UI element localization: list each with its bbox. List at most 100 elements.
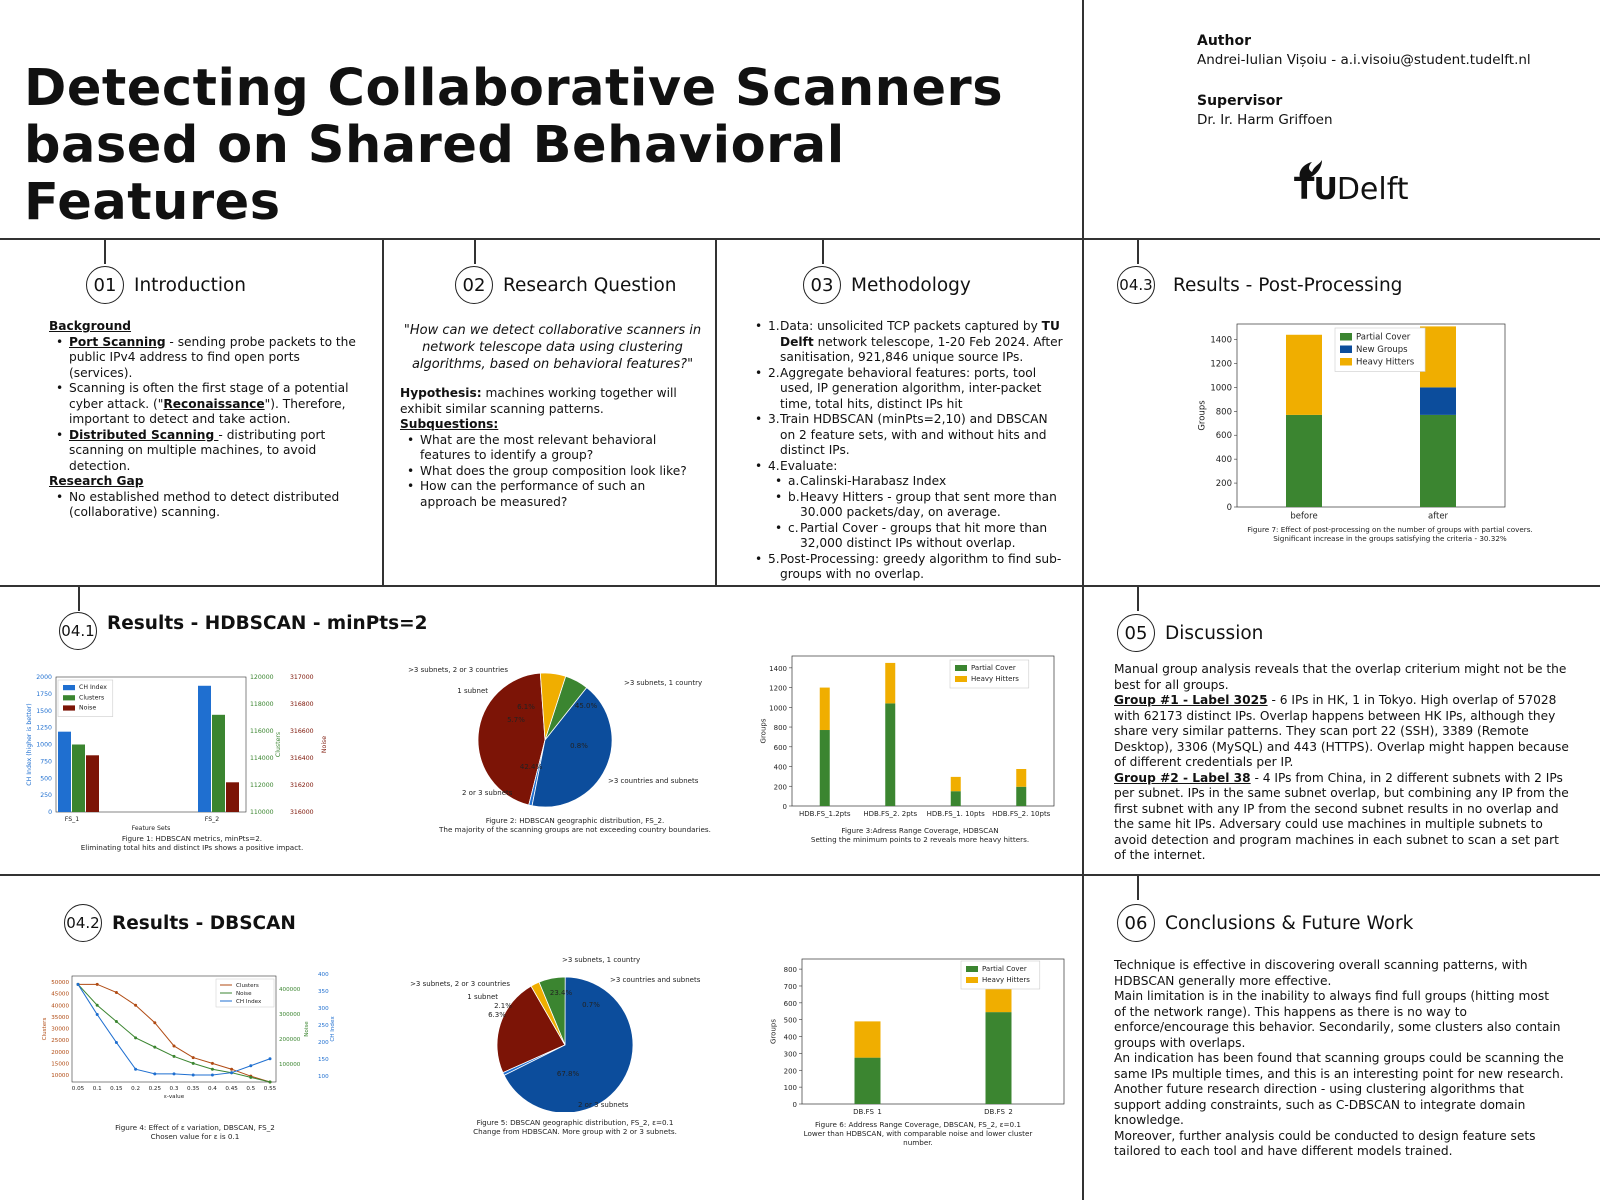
plot-frame — [1236, 323, 1506, 508]
data-point — [114, 1020, 118, 1024]
y-tick-label: 35000 — [51, 1015, 69, 1021]
text: - 6 IPs in HK, 1 in Tokyo. High overlap … — [1114, 693, 1569, 769]
title-line-2: based on Shared Behavioral Features — [24, 116, 845, 232]
y-tick-label: 1750 — [36, 691, 52, 698]
y-axis-label: CH Index — [330, 1016, 336, 1042]
pie-slice — [539, 672, 567, 741]
bar-segment — [854, 1021, 881, 1058]
header-divider — [1082, 0, 1084, 1200]
pie-slice — [477, 672, 546, 806]
y-tick-label: 316600 — [290, 728, 314, 735]
x-axis-label: ε-value — [164, 1094, 185, 1100]
figure-7-caption: Figure 7: Effect of post-processing on t… — [1225, 525, 1555, 543]
discussion-paragraph: Manual group analysis reveals that the o… — [1114, 662, 1567, 692]
y-tick-label: 200 — [1216, 479, 1232, 489]
list-item: 5.Post-Processing: greedy algorithm to f… — [755, 552, 1063, 583]
y-tick-label: 700 — [784, 983, 797, 991]
section-methodology-header: 03 Methodology — [803, 266, 971, 304]
legend-swatch — [1340, 358, 1352, 366]
bar-segment — [1016, 786, 1027, 806]
y-tick-label: 50000 — [51, 980, 69, 986]
legend-label: Clusters — [236, 983, 259, 989]
data-point — [268, 1080, 272, 1084]
list-item: Scanning is often the first stage of a p… — [56, 381, 367, 428]
section-tick — [474, 238, 476, 264]
bar-segment — [854, 1057, 881, 1104]
text: - distributing port scanning on multiple… — [69, 427, 326, 473]
list-item: 4.Evaluate: a.Calinski-Harabasz Index b.… — [755, 458, 1063, 552]
y-tick-label: 1000 — [36, 742, 52, 749]
y-tick-label: 400 — [784, 1034, 797, 1042]
pie-percent-label: 6.1% — [517, 703, 535, 711]
y-tick-label: 15000 — [51, 1061, 69, 1067]
row-divider-3 — [0, 874, 1600, 876]
data-point — [134, 1067, 138, 1071]
legend-label: CH Index — [236, 999, 262, 1005]
list-item: No established method to detect distribu… — [56, 490, 367, 521]
list-item: 2.Aggregate behavioral features: ports, … — [755, 366, 1063, 413]
figure-3-caption: Figure 3:Adress Range Coverage, HDBSCAN … — [780, 826, 1060, 844]
conclusion-paragraph: Technique is effective in discovering ov… — [1114, 958, 1528, 988]
y-axis-label: Clusters — [275, 732, 282, 757]
y-tick-label: 25000 — [51, 1038, 69, 1044]
bar-segment — [1016, 768, 1027, 787]
legend-swatch — [966, 966, 978, 972]
methodology-list: 1.Data: unsolicited TCP packets captured… — [748, 319, 1063, 583]
text: Heavy Hitters - group that sent more tha… — [800, 489, 1057, 520]
pie-label: 2 or 3 subnets — [462, 789, 513, 797]
caption-line: Figure 6: Address Range Coverage, DBSCAN… — [815, 1120, 1021, 1129]
section-title: Results - HDBSCAN - minPts=2 — [107, 612, 428, 634]
y-tick-label: 110000 — [250, 809, 274, 816]
subquestions-list: What are the most relevant behavioral fe… — [400, 433, 705, 511]
data-point — [249, 1075, 253, 1079]
caption-line: Figure 3:Adress Range Coverage, HDBSCAN — [841, 826, 999, 835]
legend-swatch — [966, 977, 978, 983]
legend-swatch — [63, 705, 75, 711]
y-axis-label: Groups — [1198, 400, 1208, 431]
x-tick-label: DB.FS_1 — [853, 1108, 882, 1115]
figure-3-chart: 0 200 400 600 800 1000 1200 1400 Groups HDB.FS_1.… — [759, 655, 1055, 818]
x-tick-label: HDB.FS_1. 10pts — [927, 810, 986, 818]
y-tick-label: 316800 — [290, 701, 314, 708]
x-tick-label: HDB.FS_2. 2pts — [863, 810, 917, 818]
y-tick-label: 0 — [1227, 503, 1232, 513]
y-tick-label: 750 — [40, 758, 52, 765]
text: Data: unsolicited TCP packets captured b… — [780, 319, 1042, 333]
list-item: Port Scanning - sending probe packets to… — [56, 335, 367, 382]
y-tick-label: 118000 — [250, 701, 274, 708]
pie-label: >3 countries and subnets — [610, 976, 701, 984]
title-line-1: Detecting Collaborative Scanners — [24, 59, 1004, 118]
y-tick-label: 200 — [784, 1067, 797, 1075]
y-tick-label: 1400 — [769, 665, 787, 673]
y-tick-label: 1250 — [36, 725, 52, 732]
supervisor-label: Supervisor — [1197, 93, 1283, 109]
section-title: Introduction — [134, 274, 247, 296]
bar — [212, 714, 225, 812]
legend-label: CH Index — [79, 684, 107, 691]
text: Evaluate: — [780, 458, 838, 473]
data-point — [153, 1021, 157, 1025]
term: Distributed Scanning — [69, 427, 219, 442]
legend-label: Heavy Hitters — [1356, 358, 1415, 368]
section-number: 01 — [86, 266, 124, 304]
discussion-body: Manual group analysis reveals that the o… — [1114, 662, 1569, 864]
conclusion-paragraph: Another future research direction - usin… — [1114, 1082, 1526, 1127]
pie-percent-label: 42.4% — [520, 763, 543, 771]
y-axis-label: Groups — [769, 1019, 777, 1044]
legend-label: New Groups — [1356, 345, 1408, 355]
data-point — [268, 1057, 272, 1061]
plot-frame — [55, 676, 247, 813]
x-axis-label: Feature Sets — [132, 825, 171, 832]
y-tick-label: 250 — [318, 1023, 329, 1029]
conclusions-body: Technique is effective in discovering ov… — [1114, 958, 1564, 1160]
section-tick — [1137, 585, 1139, 611]
y-tick-label: 316400 — [290, 755, 314, 762]
list-item: b.Heavy Hitters - group that sent more t… — [775, 489, 1063, 521]
y-tick-label: 350 — [318, 989, 329, 995]
data-point — [210, 1073, 214, 1077]
section-dbscan-header: 04.2 Results - DBSCAN — [64, 904, 296, 942]
legend-box — [960, 960, 1041, 990]
data-point — [191, 1061, 195, 1065]
legend-label: Heavy Hitters — [971, 675, 1019, 683]
section-title: Conclusions & Future Work — [1165, 912, 1414, 934]
